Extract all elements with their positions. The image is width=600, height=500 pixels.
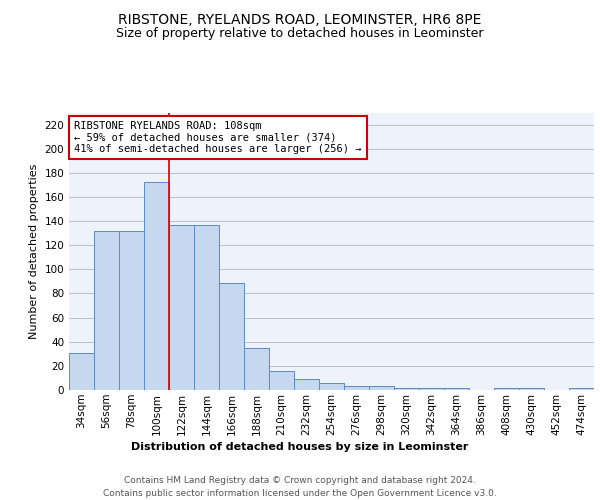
Bar: [419, 388, 444, 390]
Bar: [444, 388, 469, 390]
Text: Contains public sector information licensed under the Open Government Licence v3: Contains public sector information licen…: [103, 489, 497, 498]
Text: Distribution of detached houses by size in Leominster: Distribution of detached houses by size …: [131, 442, 469, 452]
Bar: [394, 388, 419, 390]
Bar: [194, 224, 219, 390]
Bar: [569, 388, 594, 390]
Bar: [369, 386, 394, 390]
Bar: [269, 370, 294, 390]
Text: RIBSTONE RYELANDS ROAD: 108sqm
← 59% of detached houses are smaller (374)
41% of: RIBSTONE RYELANDS ROAD: 108sqm ← 59% of …: [74, 121, 362, 154]
Text: RIBSTONE, RYELANDS ROAD, LEOMINSTER, HR6 8PE: RIBSTONE, RYELANDS ROAD, LEOMINSTER, HR6…: [118, 12, 482, 26]
Y-axis label: Number of detached properties: Number of detached properties: [29, 164, 39, 339]
Text: Contains HM Land Registry data © Crown copyright and database right 2024.: Contains HM Land Registry data © Crown c…: [124, 476, 476, 485]
Bar: [244, 348, 269, 390]
Bar: [219, 282, 244, 390]
Bar: [69, 352, 94, 390]
Bar: [519, 388, 544, 390]
Bar: [319, 383, 344, 390]
Bar: [294, 379, 319, 390]
Bar: [144, 182, 169, 390]
Text: Size of property relative to detached houses in Leominster: Size of property relative to detached ho…: [116, 28, 484, 40]
Bar: [94, 230, 119, 390]
Bar: [169, 224, 194, 390]
Bar: [119, 230, 144, 390]
Bar: [494, 388, 519, 390]
Bar: [344, 386, 369, 390]
